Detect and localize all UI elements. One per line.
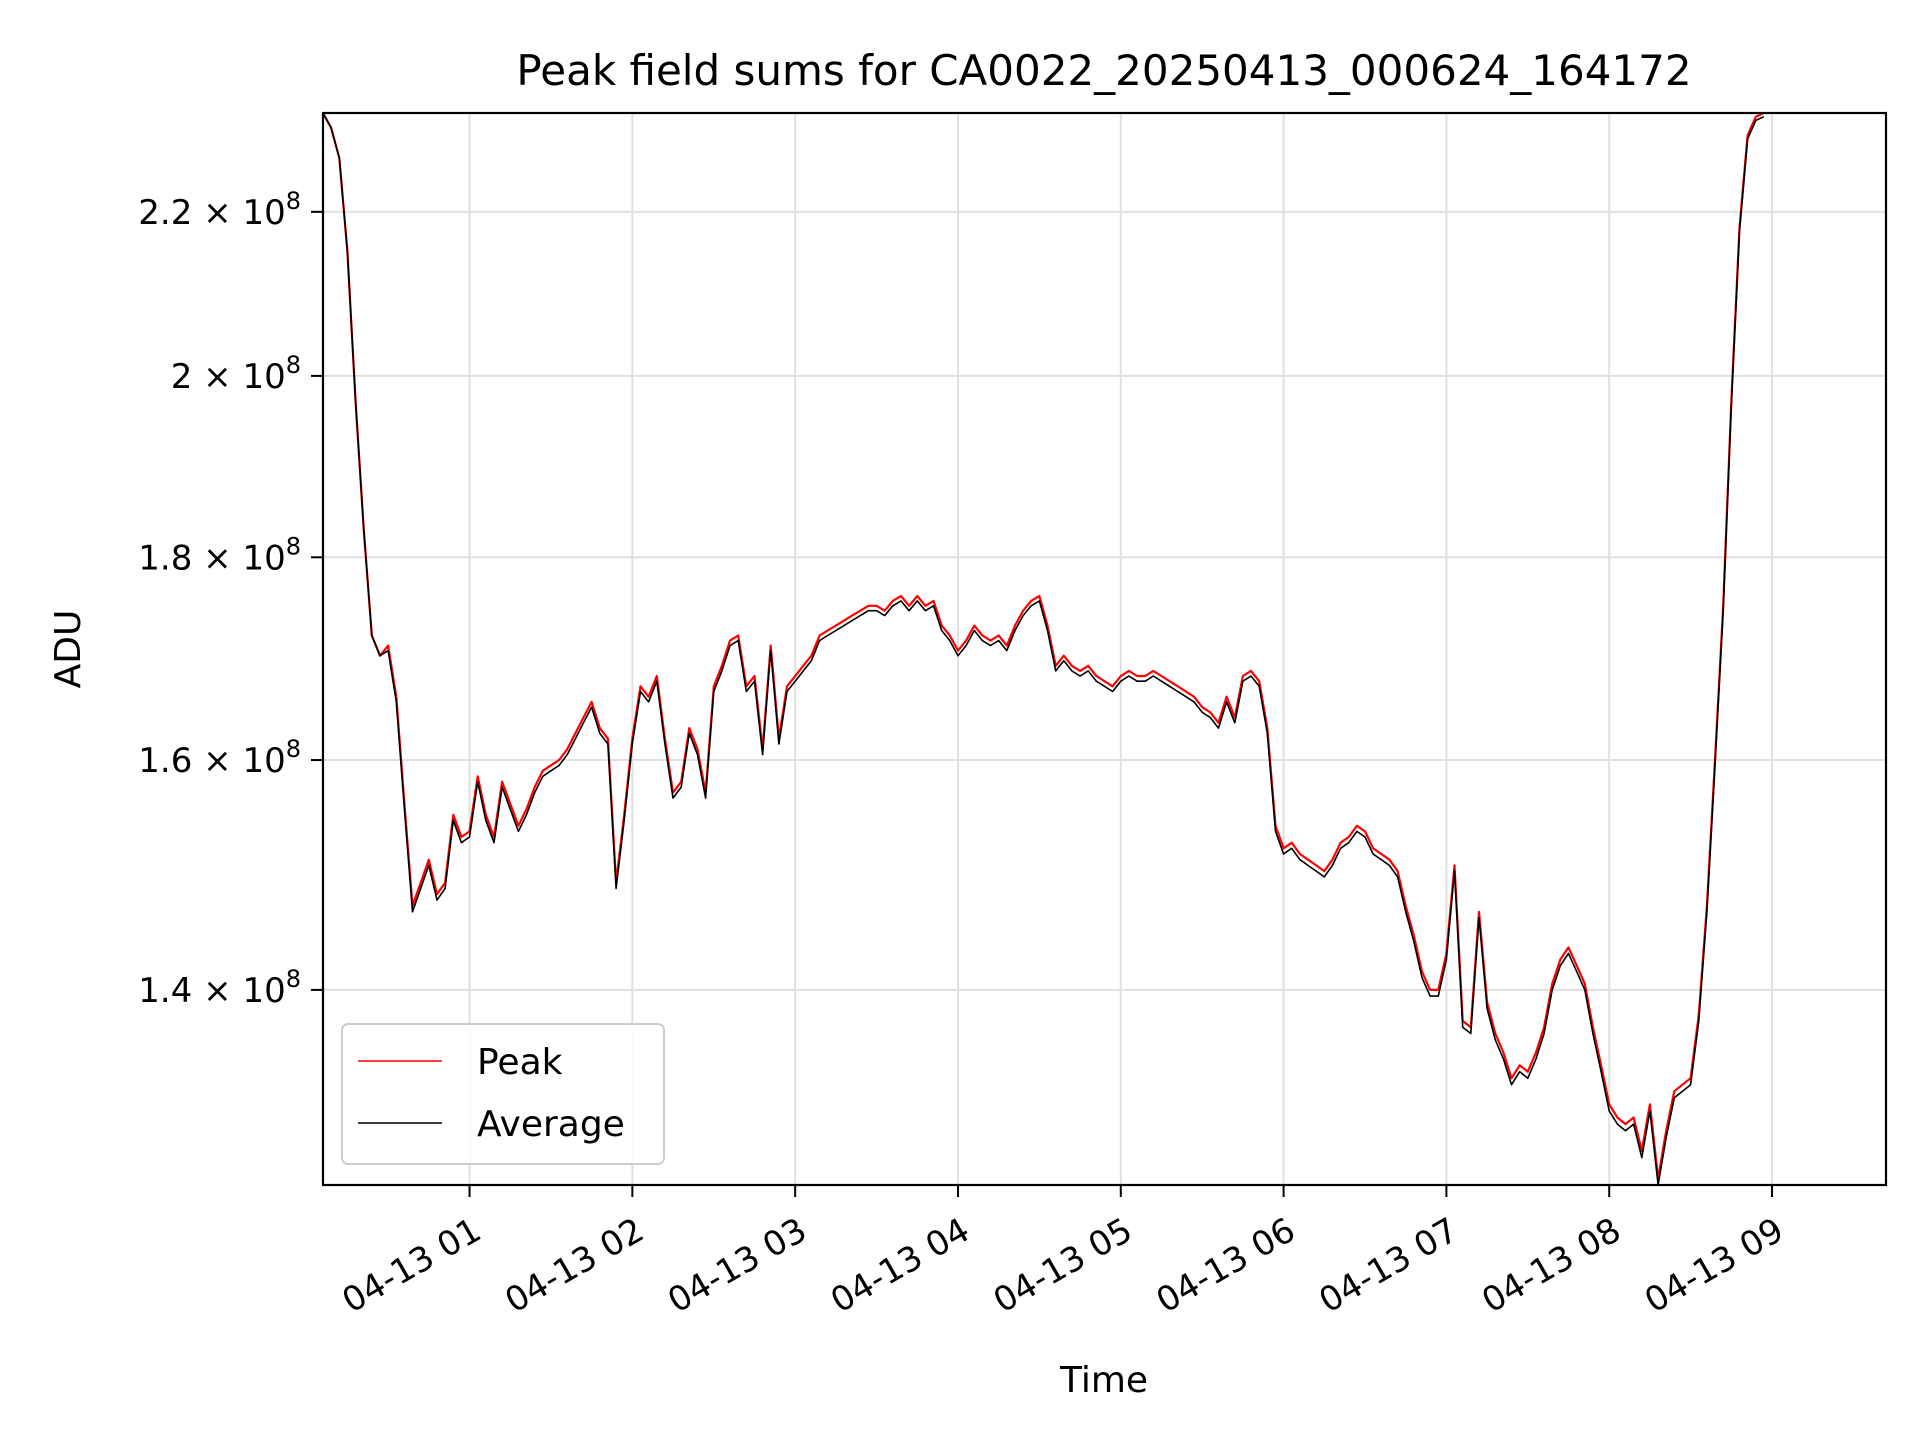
- y-tick-label: 2.2 × 108: [138, 187, 301, 233]
- plot-frame: [321, 111, 1888, 1187]
- grid: [323, 113, 1886, 1185]
- y-tick-label: 1.6 × 108: [138, 735, 301, 781]
- series-line-peak: [322, 111, 1765, 1180]
- legend-box: [341, 1023, 665, 1165]
- y-tick-label: 1.8 × 108: [138, 532, 301, 578]
- legend-label-peak: Peak: [477, 1042, 563, 1083]
- y-tick-label: 1.4 × 108: [138, 965, 301, 1011]
- x-axis-label: Time: [1059, 1360, 1148, 1401]
- y-axis-label: ADU: [48, 610, 89, 689]
- series-line-average: [322, 112, 1765, 1186]
- chart-title: Peak field sums for CA0022_20250413_0006…: [516, 46, 1691, 95]
- legend: Peak Average: [341, 1023, 665, 1165]
- legend-label-average: Average: [477, 1104, 625, 1145]
- y-tick-label: 2 × 108: [171, 351, 301, 397]
- series-lines: [322, 111, 1765, 1186]
- y-axis: 1.4 × 108 1.6 × 108 1.8 × 108 2 × 108 2.2 × …: [138, 187, 323, 1011]
